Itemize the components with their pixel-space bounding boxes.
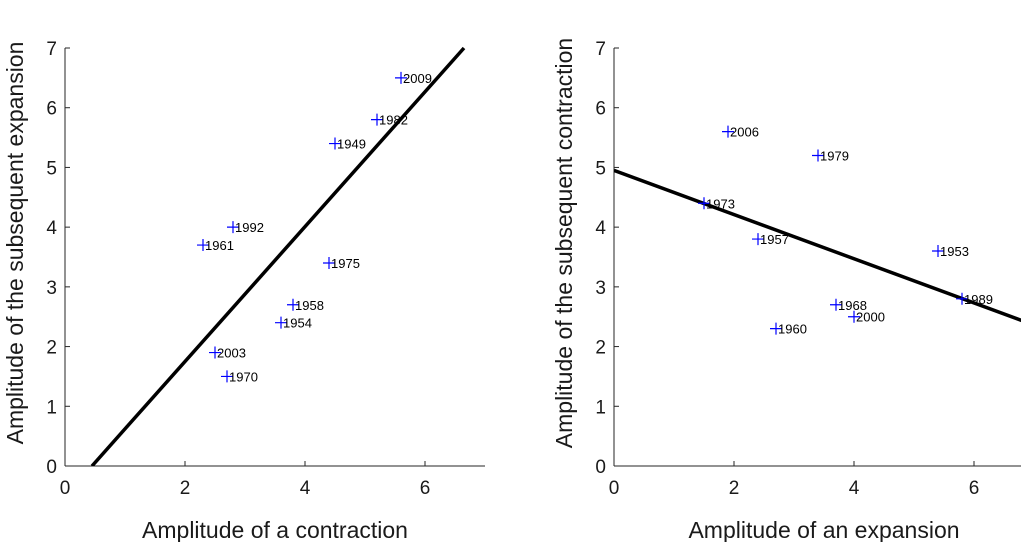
y-tick-label: 3 xyxy=(46,278,57,299)
data-point: 1961 xyxy=(197,238,234,253)
plus-marker xyxy=(698,197,710,210)
point-label: 2006 xyxy=(730,125,759,140)
data-point: 1954 xyxy=(275,316,312,331)
data-point: 1970 xyxy=(221,369,258,384)
y-tick-label: 5 xyxy=(595,158,606,179)
point-label: 1957 xyxy=(760,232,789,247)
point-label: 1968 xyxy=(838,298,867,313)
y-tick-label: 3 xyxy=(595,278,606,299)
point-label: 1961 xyxy=(205,238,234,253)
x-tick-label: 6 xyxy=(420,478,431,499)
point-label: 1953 xyxy=(940,244,969,259)
data-point: 2006 xyxy=(722,125,759,140)
point-label: 1979 xyxy=(820,148,849,163)
x-tick-label: 2 xyxy=(180,478,191,499)
x-tick-label: 6 xyxy=(969,478,980,499)
plus-marker xyxy=(209,346,221,359)
plus-marker xyxy=(329,137,341,150)
data-point: 1992 xyxy=(227,220,264,235)
data-point: 1975 xyxy=(323,256,360,271)
plus-marker xyxy=(227,221,239,234)
point-label: 1973 xyxy=(706,196,735,211)
point-label: 1958 xyxy=(295,298,324,313)
point-label: 2003 xyxy=(217,346,246,361)
x-tick-label: 4 xyxy=(300,478,311,499)
y-tick-label: 5 xyxy=(46,158,57,179)
point-label: 1975 xyxy=(331,256,360,271)
point-label: 1970 xyxy=(229,369,258,384)
point-label: 1989 xyxy=(964,292,993,307)
point-label: 1954 xyxy=(283,316,312,331)
plus-marker xyxy=(221,370,233,383)
data-point: 1958 xyxy=(287,298,324,313)
plus-marker xyxy=(956,292,968,305)
plus-marker xyxy=(395,71,407,84)
point-label: 1992 xyxy=(235,220,264,235)
x-tick-label: 0 xyxy=(609,478,620,499)
data-point: 1982 xyxy=(371,113,408,128)
plus-marker xyxy=(371,113,383,126)
data-point: 1973 xyxy=(698,196,735,211)
x-axis-label: Amplitude of an expansion xyxy=(688,517,959,542)
data-point: 1957 xyxy=(752,232,789,247)
y-axis-label: Amplitude of the subsequent contraction xyxy=(551,38,577,448)
x-tick-label: 0 xyxy=(60,478,71,499)
point-label: 2009 xyxy=(403,71,432,86)
data-point: 1968 xyxy=(830,298,867,313)
y-tick-label: 4 xyxy=(46,218,57,239)
x-tick-label: 4 xyxy=(849,478,860,499)
y-tick-label: 2 xyxy=(595,338,606,359)
y-tick-label: 6 xyxy=(46,99,57,120)
y-tick-label: 6 xyxy=(595,99,606,120)
plus-marker xyxy=(848,310,860,323)
fit-line xyxy=(90,46,466,466)
data-point: 1949 xyxy=(329,137,366,152)
y-tick-label: 1 xyxy=(595,397,606,418)
plus-marker xyxy=(197,239,209,252)
plus-marker xyxy=(770,322,782,335)
chart-panel-2: 0 1 2 3 4 5 6 7 0 2 4 6 Amplitude of an expansion Amp… xyxy=(551,38,1021,542)
point-label: 2000 xyxy=(856,310,885,325)
point-label: 1949 xyxy=(337,137,366,152)
plus-marker xyxy=(830,298,842,311)
data-point: 2009 xyxy=(395,71,432,86)
plus-marker xyxy=(275,316,287,329)
plus-marker xyxy=(752,233,764,246)
y-tick-label: 7 xyxy=(595,39,606,60)
data-point: 1960 xyxy=(770,322,807,337)
plus-marker xyxy=(932,245,944,258)
data-point: 2003 xyxy=(209,346,246,361)
plus-marker xyxy=(812,149,824,162)
y-tick-label: 0 xyxy=(595,457,606,478)
x-tick-label: 2 xyxy=(729,478,740,499)
chart-panel-1: 0 1 2 3 4 5 6 7 0 2 4 6 Amplitude of a contraction Am… xyxy=(2,39,485,542)
data-point: 1953 xyxy=(932,244,969,259)
y-tick-label: 2 xyxy=(46,338,57,359)
data-point: 2000 xyxy=(848,310,885,325)
y-tick-label: 0 xyxy=(46,457,57,478)
plus-marker xyxy=(287,298,299,311)
y-tick-label: 7 xyxy=(46,39,57,60)
plus-marker xyxy=(323,256,335,269)
point-label: 1960 xyxy=(778,322,807,337)
data-point: 1979 xyxy=(812,148,849,163)
data-point: 1989 xyxy=(956,292,993,307)
y-tick-label: 1 xyxy=(46,397,57,418)
point-label: 1982 xyxy=(379,113,408,128)
y-axis-label: Amplitude of the subsequent expansion xyxy=(2,42,28,445)
plus-marker xyxy=(722,125,734,138)
y-tick-label: 4 xyxy=(595,218,606,239)
x-axis-label: Amplitude of a contraction xyxy=(142,517,408,542)
